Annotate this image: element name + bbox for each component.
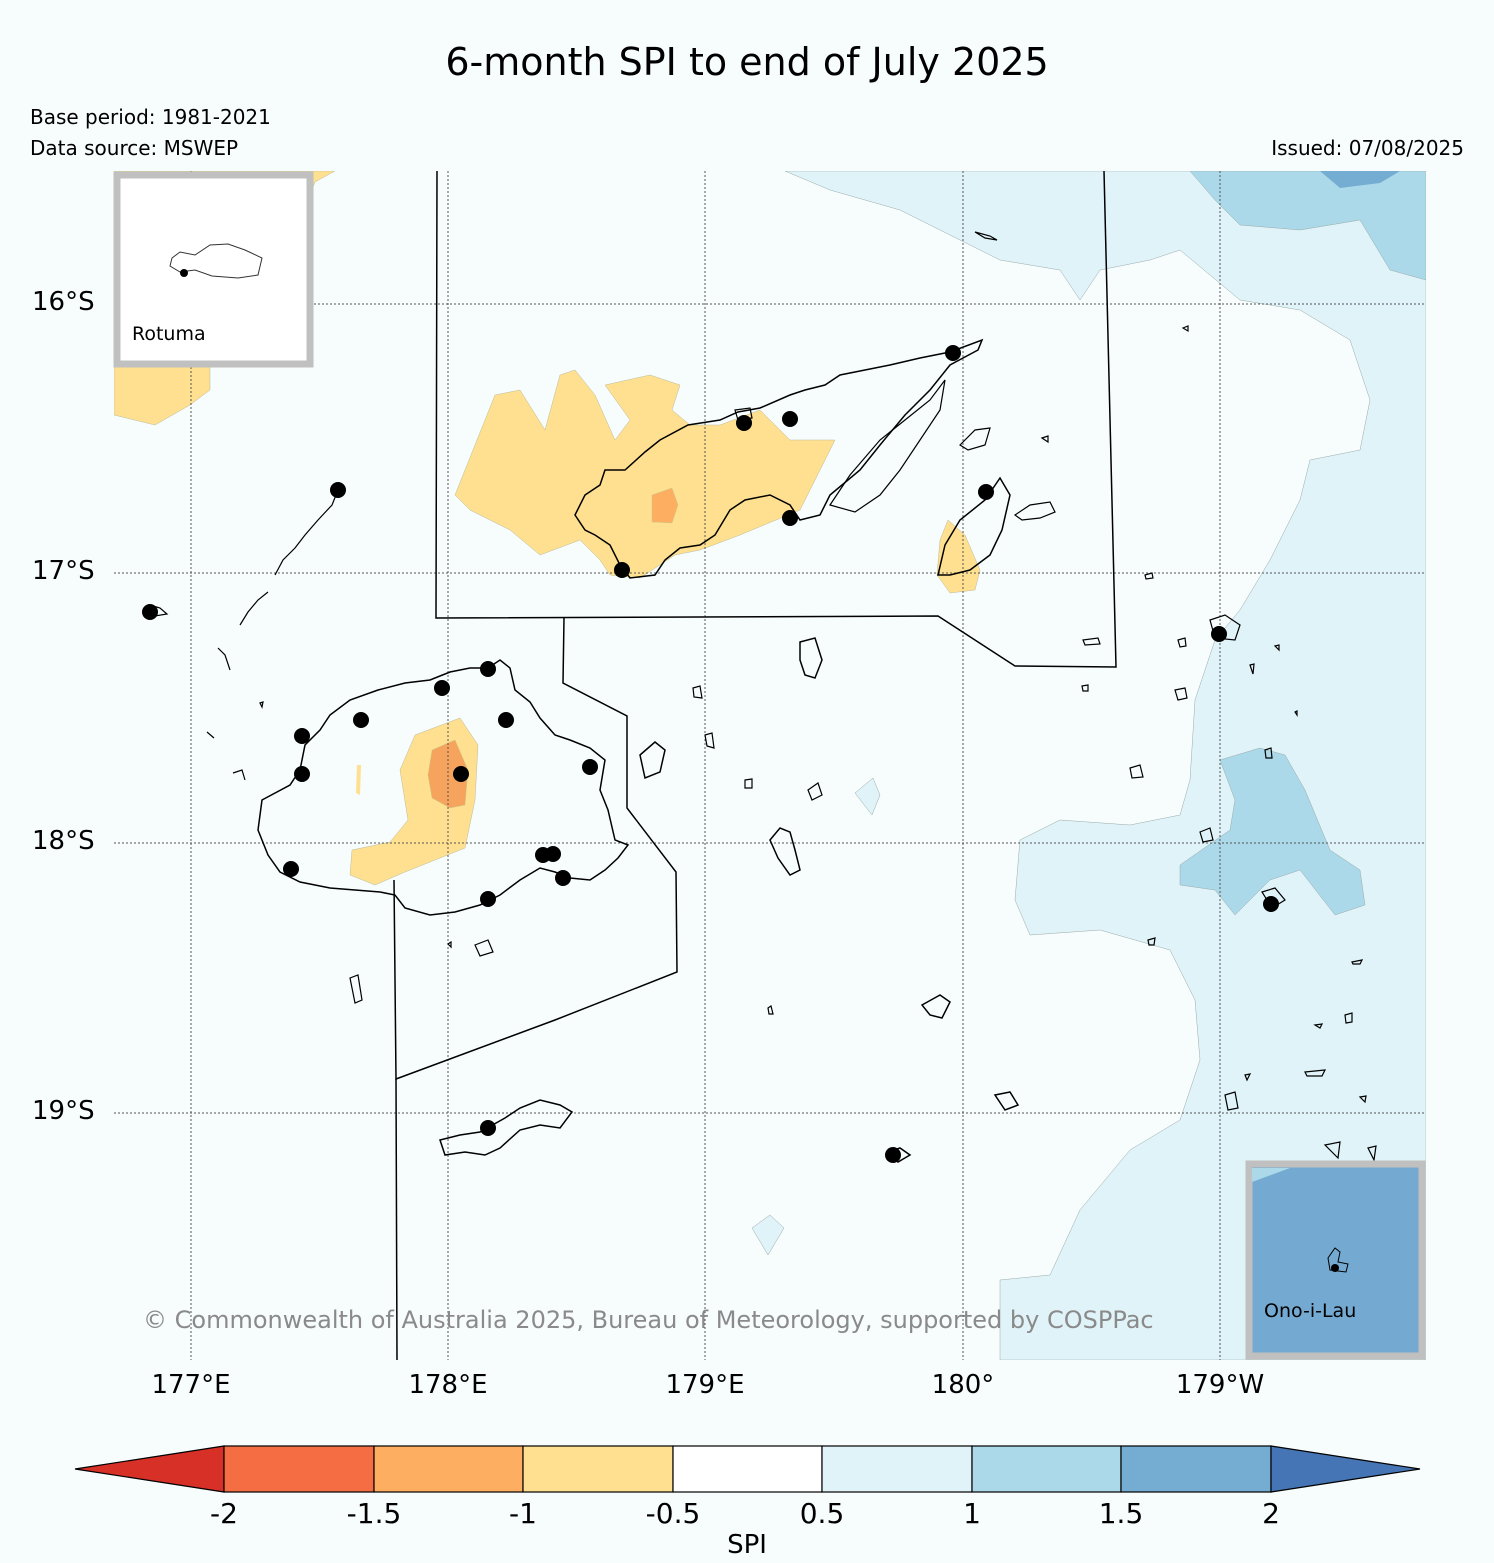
data-source-text: Data source: MSWEP xyxy=(30,136,239,160)
island-qamea xyxy=(1013,501,1056,521)
colorbar-tick: 1 xyxy=(963,1497,981,1530)
colorbar-label: SPI xyxy=(727,1530,767,1560)
island-ono-i-lau xyxy=(1327,1247,1349,1273)
colorbar-tick: 2 xyxy=(1262,1497,1280,1530)
island-kioa xyxy=(959,427,991,451)
map-title: 6-month SPI to end of July 2025 xyxy=(445,40,1049,84)
graticule xyxy=(114,171,1426,1360)
island-yasawa-south xyxy=(206,647,246,781)
base-period-text: Base period: 1981-2021 xyxy=(30,105,271,129)
island-nairai xyxy=(807,782,823,801)
island-vatulele xyxy=(349,974,363,1004)
lat-label-17s: 17°S xyxy=(32,556,95,586)
ono-i-lau-label: Ono-i-Lau xyxy=(1264,1300,1357,1322)
spi-region-m1.5-m1-vitilevu xyxy=(427,739,469,809)
colorbar-tick: -1.5 xyxy=(346,1497,402,1530)
island-yadua xyxy=(734,407,753,421)
island-taveuni xyxy=(937,476,1011,576)
island-koro xyxy=(799,637,823,679)
island-moala xyxy=(920,994,951,1019)
lon-label-178e: 178°E xyxy=(408,1370,488,1400)
lat-label-19s: 19°S xyxy=(32,1096,95,1126)
lon-label-180: 180° xyxy=(931,1370,995,1400)
lon-label-177e: 177°E xyxy=(151,1370,231,1400)
copyright-text: © Commonwealth of Australia 2025, Bureau… xyxy=(143,1306,1154,1334)
rotuma-inset xyxy=(113,171,314,368)
spi-region-1-1.5-se xyxy=(1179,747,1366,916)
lat-label-18s: 18°S xyxy=(32,826,95,856)
ono-i-lau-inset xyxy=(1245,1160,1426,1360)
colorbar-tick: -2 xyxy=(210,1497,238,1530)
lon-label-179e: 179°E xyxy=(665,1370,745,1400)
island-ovalau xyxy=(639,741,666,780)
lau-islands xyxy=(259,325,1377,1162)
station-markers xyxy=(142,345,1279,1163)
island-totoya xyxy=(993,1091,1020,1111)
division-boundaries xyxy=(393,171,1117,1360)
spi-patch-lightblue-2 xyxy=(751,1214,785,1256)
colorbar-tick: 0.5 xyxy=(799,1497,845,1530)
spi-region-m1.5-m1-vanualevu xyxy=(651,487,679,524)
island-north-islet xyxy=(974,231,998,241)
island-vanua-levu xyxy=(574,338,984,579)
lon-label-179w: 179°W xyxy=(1175,1370,1265,1400)
issued-date-text: Issued: 07/08/2025 xyxy=(1271,136,1464,160)
island-yasawa-chain xyxy=(239,489,339,626)
island-viti-levu xyxy=(257,659,630,916)
rotuma-label: Rotuma xyxy=(132,323,206,345)
island-beqa xyxy=(474,939,494,957)
colorbar-tick: -0.5 xyxy=(645,1497,701,1530)
spi-colorbar xyxy=(74,1445,1421,1493)
island-vanua-levu-inner xyxy=(829,379,946,513)
colorbar-tick: 1.5 xyxy=(1098,1497,1144,1530)
colorbar-tick: -1 xyxy=(509,1497,537,1530)
spi-region-1.5-2-ne xyxy=(1320,171,1400,188)
island-gau xyxy=(769,827,801,876)
lat-label-16s: 16°S xyxy=(32,287,95,317)
spi-patch-lightblue-1 xyxy=(854,777,881,816)
spi-region-0.5-1-east xyxy=(784,171,1426,1360)
spi-region-1-1.5-ne xyxy=(1189,171,1426,281)
spi-patch-yellow-small xyxy=(356,765,361,795)
